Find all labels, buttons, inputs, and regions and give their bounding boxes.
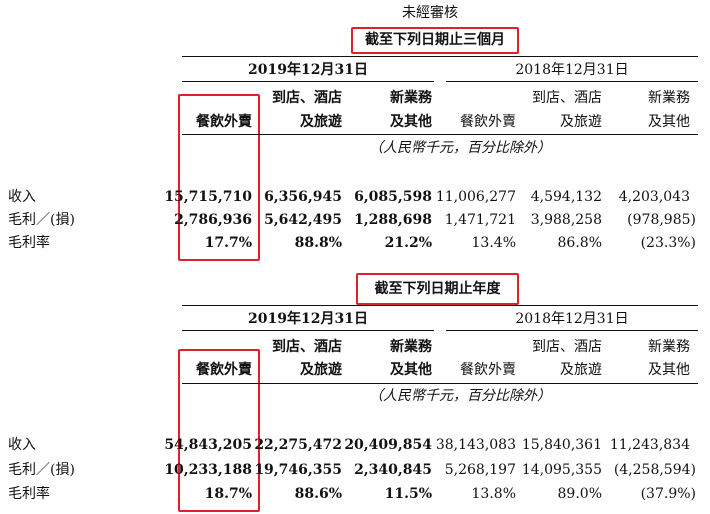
highlight-box-section1-title bbox=[351, 27, 519, 54]
s1-cell: 17.7% bbox=[204, 235, 252, 251]
s1-year-2019-rule bbox=[182, 81, 434, 82]
unaudited-label: 未經審核 bbox=[402, 5, 458, 21]
s1-cell: 88.8% bbox=[294, 235, 342, 251]
s2-cell: 19,746,355 bbox=[254, 462, 342, 478]
s2-col-food-delivery: 餐飲外賣 bbox=[196, 362, 252, 378]
s2-col-new-1: 新業務 bbox=[390, 339, 432, 355]
s1-col-instore-2018-2: 及旅遊 bbox=[560, 114, 602, 130]
s1-row-label-gross-margin: 毛利率 bbox=[8, 235, 50, 251]
s2-year-2018: 2018年12月31日 bbox=[515, 311, 629, 327]
s1-cell: 3,988,258 bbox=[530, 212, 602, 228]
s1-year-2018: 2018年12月31日 bbox=[515, 62, 629, 78]
s2-cell: (37.9%) bbox=[640, 486, 696, 502]
s1-cell: 21.2% bbox=[384, 235, 432, 251]
s2-year-2018-rule bbox=[446, 330, 698, 331]
s1-col-new-2018-2: 及其他 bbox=[648, 114, 690, 130]
s1-year-2019: 2019年12月31日 bbox=[248, 62, 368, 78]
s1-col-instore-2018-1: 到店、酒店 bbox=[532, 90, 602, 106]
s1-year-2018-rule bbox=[446, 81, 698, 82]
s2-cell: 20,409,854 bbox=[344, 437, 432, 453]
s2-cell: 15,840,361 bbox=[521, 437, 602, 453]
s1-cell: 86.8% bbox=[557, 235, 602, 251]
section1-title-rule bbox=[182, 56, 698, 57]
s2-col-instore-2018-2: 及旅遊 bbox=[560, 362, 602, 378]
s1-cell: 5,642,495 bbox=[264, 212, 342, 228]
s2-col-food-delivery-2018: 餐飲外賣 bbox=[460, 362, 516, 378]
s1-col-food-delivery-2018: 餐飲外賣 bbox=[460, 114, 516, 130]
s2-cell: 18.7% bbox=[204, 486, 252, 502]
s2-cell: 10,233,188 bbox=[164, 462, 252, 478]
s2-col-instore-2: 及旅遊 bbox=[300, 362, 342, 378]
s1-header-rule bbox=[182, 134, 698, 135]
s2-row-label-gross-profit: 毛利／(損) bbox=[8, 462, 75, 478]
s1-cell: 4,203,043 bbox=[618, 189, 690, 205]
s1-col-new-2018-1: 新業務 bbox=[648, 90, 690, 106]
s2-cell: 88.6% bbox=[294, 486, 342, 502]
s2-col-instore-2018-1: 到店、酒店 bbox=[532, 339, 602, 355]
s1-cell: 13.4% bbox=[471, 235, 516, 251]
s1-cell: 6,356,945 bbox=[264, 189, 342, 205]
s1-cell: (23.3%) bbox=[640, 235, 696, 251]
s2-cell: 11.5% bbox=[384, 486, 432, 502]
s2-col-instore-1: 到店、酒店 bbox=[272, 339, 342, 355]
s2-cell: 38,143,083 bbox=[435, 437, 516, 453]
highlight-box-s2-food-delivery bbox=[178, 349, 260, 512]
s1-col-food-delivery: 餐飲外賣 bbox=[196, 114, 252, 130]
s2-cell: 2,340,845 bbox=[354, 462, 432, 478]
s1-cell: 1,288,698 bbox=[354, 212, 432, 228]
s1-cell: 15,715,710 bbox=[164, 189, 252, 205]
s2-cell: 89.0% bbox=[557, 486, 602, 502]
s2-cell: 14,095,355 bbox=[521, 462, 602, 478]
s1-row-label-revenue: 收入 bbox=[8, 189, 36, 205]
s2-col-new-2018-1: 新業務 bbox=[648, 339, 690, 355]
s2-cell: 22,275,472 bbox=[254, 437, 342, 453]
s2-cell: 11,243,834 bbox=[609, 437, 690, 453]
s1-cell: 1,471,721 bbox=[444, 212, 516, 228]
s1-col-instore-1: 到店、酒店 bbox=[272, 90, 342, 106]
s2-year-2019: 2019年12月31日 bbox=[248, 311, 368, 327]
s1-cell: 6,085,598 bbox=[354, 189, 432, 205]
section2-title: 截至下列日期止年度 bbox=[374, 281, 501, 297]
s2-cell: 5,268,197 bbox=[444, 462, 516, 478]
s2-row-label-revenue: 收入 bbox=[8, 437, 36, 453]
highlight-box-section2-title bbox=[356, 273, 519, 305]
s2-cell: (4,258,594) bbox=[613, 462, 696, 478]
section2-title-rule bbox=[182, 305, 698, 306]
s1-currency-note: （人民幣千元，百分比除外） bbox=[369, 140, 551, 156]
s2-col-new-2018-2: 及其他 bbox=[648, 362, 690, 378]
s1-col-new-1: 新業務 bbox=[390, 90, 432, 106]
s1-cell: 4,594,132 bbox=[530, 189, 602, 205]
s2-cell: 13.8% bbox=[471, 486, 516, 502]
s2-header-rule bbox=[182, 383, 698, 384]
s2-year-2019-rule bbox=[182, 330, 434, 331]
s1-cell: 2,786,936 bbox=[174, 212, 252, 228]
s2-currency-note: （人民幣千元，百分比除外） bbox=[369, 388, 551, 404]
highlight-box-s1-food-delivery bbox=[178, 94, 260, 261]
s1-col-instore-2: 及旅遊 bbox=[300, 114, 342, 130]
s2-cell: 54,843,205 bbox=[164, 437, 252, 453]
s1-cell: 11,006,277 bbox=[435, 189, 516, 205]
s1-cell: (978,985) bbox=[627, 212, 696, 228]
s1-col-new-2: 及其他 bbox=[390, 114, 432, 130]
section1-title: 截至下列日期止三個月 bbox=[365, 32, 505, 48]
s2-row-label-gross-margin: 毛利率 bbox=[8, 486, 50, 502]
s2-col-new-2: 及其他 bbox=[390, 362, 432, 378]
s1-row-label-gross-profit: 毛利／(損) bbox=[8, 212, 75, 228]
